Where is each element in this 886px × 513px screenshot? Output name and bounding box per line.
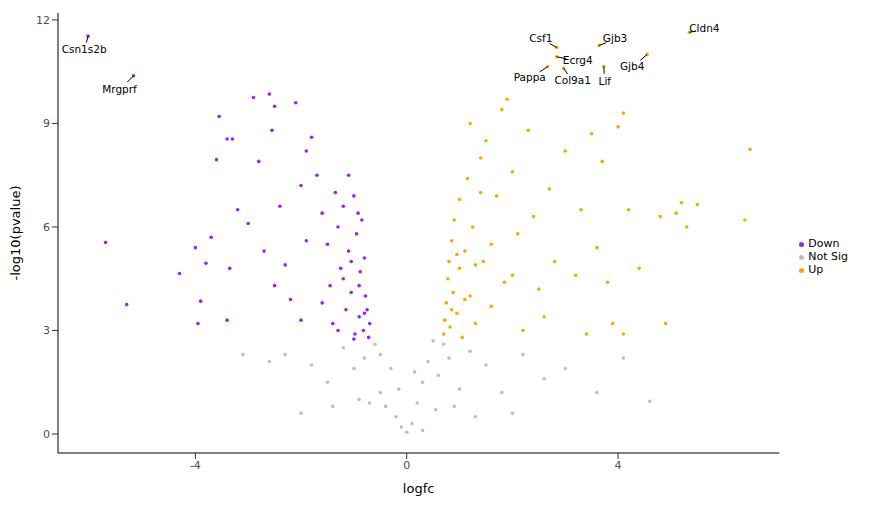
svg-text:-log10(pvalue): -log10(pvalue) (8, 186, 23, 281)
svg-text:logfc: logfc (403, 481, 435, 496)
svg-text:0: 0 (43, 428, 50, 441)
svg-text:6: 6 (43, 221, 50, 234)
svg-text:3: 3 (43, 324, 50, 337)
svg-text:-4: -4 (190, 459, 201, 472)
svg-text:Gjb4: Gjb4 (620, 60, 645, 72)
svg-text:Gjb3: Gjb3 (603, 32, 627, 44)
svg-text:Col9a1: Col9a1 (554, 74, 590, 86)
svg-text:Csn1s2b: Csn1s2b (62, 43, 107, 55)
svg-text:Pappa: Pappa (514, 71, 546, 83)
html-text:Down: Down (808, 237, 840, 250)
svg-text:12: 12 (36, 14, 50, 27)
svg-text:Ecrg4: Ecrg4 (563, 54, 593, 66)
svg-text:9: 9 (43, 117, 50, 130)
svg-text:Mrgprf: Mrgprf (102, 83, 137, 95)
svg-text:Csf1: Csf1 (529, 32, 552, 44)
svg-text:Lif: Lif (599, 75, 612, 87)
svg-text:4: 4 (615, 459, 622, 472)
svg-text:Cldn4: Cldn4 (689, 22, 720, 34)
html-text:Up: Up (808, 263, 824, 276)
html-text:Not Sig: Not Sig (808, 250, 848, 263)
svg-text:0: 0 (403, 459, 410, 472)
